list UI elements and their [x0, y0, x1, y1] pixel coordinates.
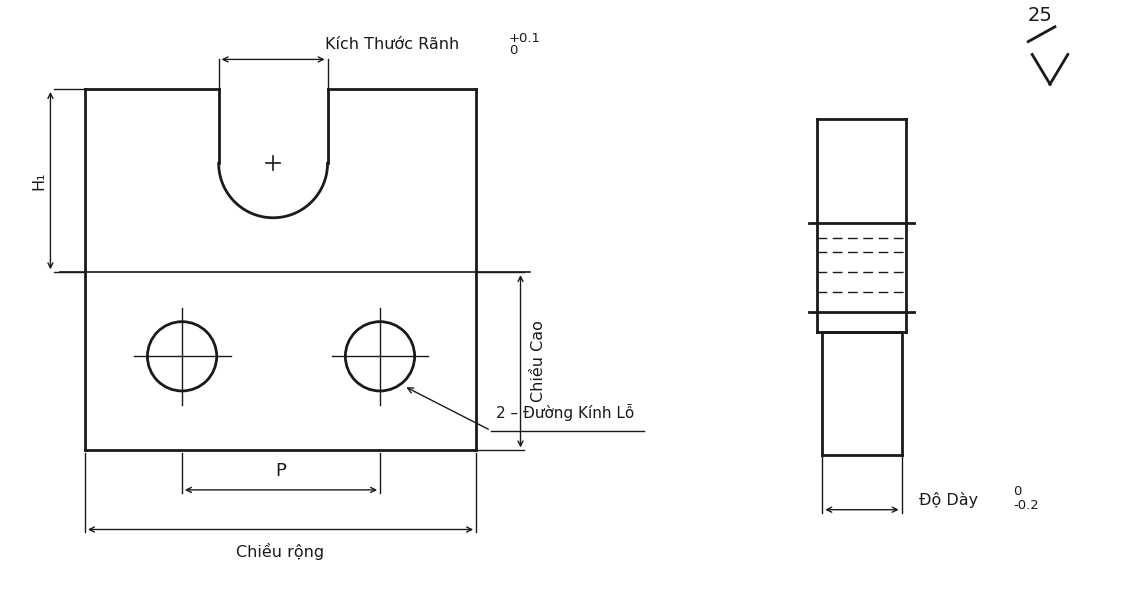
Text: P: P	[276, 462, 286, 480]
Text: Độ Dày: Độ Dày	[920, 492, 979, 508]
Text: H₁: H₁	[31, 171, 46, 190]
Text: +0.1: +0.1	[509, 31, 541, 44]
Text: Chiều rộng: Chiều rộng	[236, 543, 324, 561]
Text: 0: 0	[509, 44, 517, 57]
Text: -0.2: -0.2	[1013, 499, 1039, 513]
Text: 0: 0	[1013, 485, 1021, 498]
Text: Chiều Cao: Chiều Cao	[531, 320, 545, 402]
Text: 2 – Đường Kính Lỗ: 2 – Đường Kính Lỗ	[496, 403, 634, 421]
Text: 25: 25	[1028, 6, 1052, 25]
Text: Kích Thước Rãnh: Kích Thước Rãnh	[325, 36, 459, 52]
